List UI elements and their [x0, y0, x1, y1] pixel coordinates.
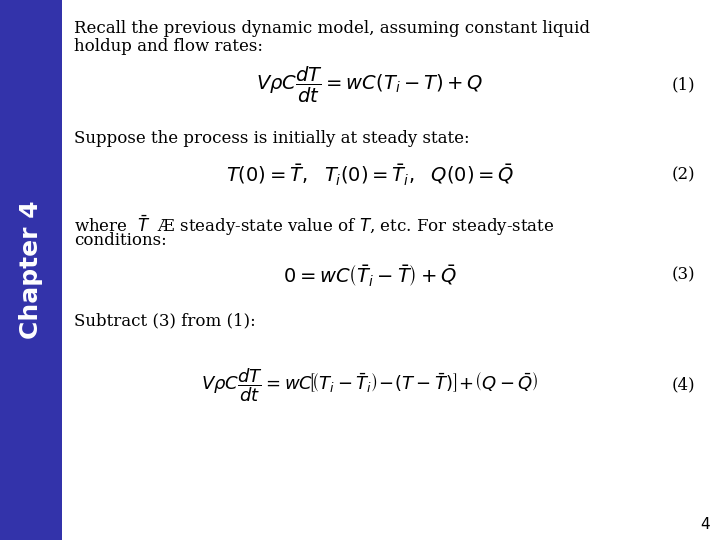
Text: Recall the previous dynamic model, assuming constant liquid: Recall the previous dynamic model, assum…: [74, 20, 590, 37]
Text: $T(0)=\bar{T},\ \ T_i(0)=\bar{T}_i,\ \ Q(0)=\bar{Q}$: $T(0)=\bar{T},\ \ T_i(0)=\bar{T}_i,\ \ Q…: [226, 163, 514, 187]
Text: (1): (1): [671, 77, 695, 93]
Text: where  $\bar{T}$  Æ steady-state value of $T$, etc. For steady-state: where $\bar{T}$ Æ steady-state value of …: [74, 214, 554, 239]
Text: Subtract (3) from (1):: Subtract (3) from (1):: [74, 312, 256, 329]
Text: 4: 4: [701, 517, 710, 532]
Bar: [0, 0, 62, 540]
Text: holdup and flow rates:: holdup and flow rates:: [74, 38, 263, 55]
Text: $V\rho C\dfrac{dT}{dt} = wC\!\left[\!\left(T_i-\bar{T}_i\right)\!-\!\left(T-\bar: $V\rho C\dfrac{dT}{dt} = wC\!\left[\!\le…: [201, 366, 539, 404]
Text: (2): (2): [671, 166, 695, 184]
Text: (4): (4): [671, 376, 695, 394]
Text: Chapter 4: Chapter 4: [19, 201, 43, 339]
Text: $V\rho C\dfrac{dT}{dt} = wC\left(T_i - T\right)+Q$: $V\rho C\dfrac{dT}{dt} = wC\left(T_i - T…: [256, 65, 484, 105]
Text: conditions:: conditions:: [74, 232, 167, 249]
Text: (3): (3): [671, 267, 695, 284]
Text: Suppose the process is initially at steady state:: Suppose the process is initially at stea…: [74, 130, 469, 147]
Text: $0 = wC\left(\bar{T}_i-\bar{T}\right)+\bar{Q}$: $0 = wC\left(\bar{T}_i-\bar{T}\right)+\b…: [283, 262, 457, 288]
